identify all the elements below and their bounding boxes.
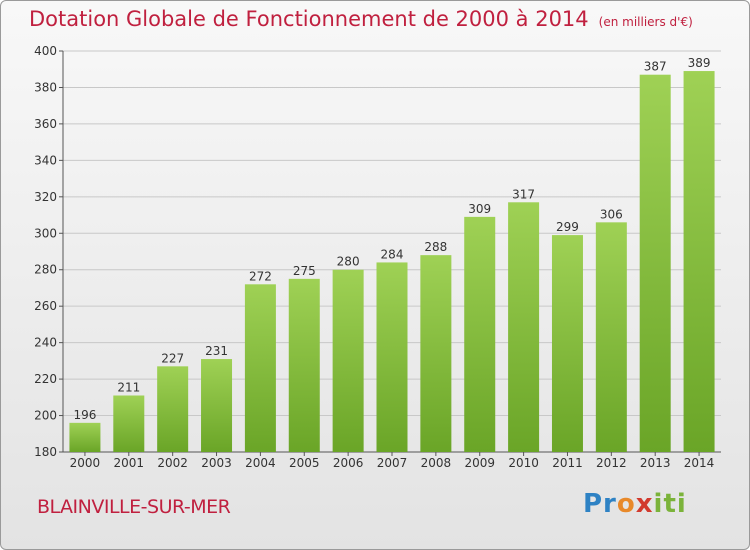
- y-tick-label: 400: [34, 44, 57, 58]
- x-tick-label: 2002: [157, 456, 188, 470]
- data-label: 275: [293, 264, 316, 278]
- x-tick-label: 2004: [245, 456, 276, 470]
- bar: [332, 269, 364, 452]
- bar: [595, 222, 627, 452]
- proxiti-logo: Proxiti: [583, 489, 687, 519]
- y-tick-label: 320: [34, 190, 57, 204]
- x-tick-label: 2001: [114, 456, 145, 470]
- x-tick-label: 2006: [333, 456, 364, 470]
- x-tick-label: 2011: [552, 456, 583, 470]
- bar: [157, 366, 189, 452]
- data-label: 272: [249, 269, 272, 283]
- bar: [376, 262, 408, 452]
- y-tick-label: 360: [34, 117, 57, 131]
- data-label: 284: [381, 247, 404, 261]
- data-label: 309: [468, 202, 491, 216]
- data-label: 280: [337, 255, 360, 269]
- y-tick-label: 300: [34, 226, 57, 240]
- x-tick-label: 2003: [201, 456, 232, 470]
- bar: [288, 278, 320, 452]
- bar: [551, 235, 583, 452]
- x-tick-label: 2009: [464, 456, 495, 470]
- y-tick-label: 200: [34, 409, 57, 423]
- x-tick-label: 2014: [684, 456, 715, 470]
- data-label: 288: [424, 240, 447, 254]
- bar: [113, 395, 145, 452]
- chart-unit: (en milliers d'€): [598, 15, 693, 29]
- y-tick-label: 220: [34, 372, 57, 386]
- chart-title-text: Dotation Globale de Fonctionnement de 20…: [29, 7, 589, 31]
- bar: [508, 202, 540, 452]
- data-label: 196: [73, 408, 96, 422]
- y-tick-label: 340: [34, 153, 57, 167]
- data-label: 299: [556, 220, 579, 234]
- data-label: 231: [205, 344, 228, 358]
- data-label: 389: [688, 56, 711, 70]
- data-label: 387: [644, 60, 667, 74]
- bar: [639, 74, 671, 452]
- bar: [464, 216, 496, 452]
- x-tick-label: 2005: [289, 456, 320, 470]
- x-tick-label: 2010: [508, 456, 539, 470]
- x-tick-label: 2012: [596, 456, 627, 470]
- data-label: 317: [512, 187, 535, 201]
- data-label: 306: [600, 207, 623, 221]
- bar: [69, 422, 101, 452]
- bar: [244, 284, 276, 452]
- y-tick-label: 180: [34, 445, 57, 459]
- y-tick-label: 280: [34, 263, 57, 277]
- x-tick-label: 2007: [377, 456, 408, 470]
- bar: [683, 71, 715, 453]
- data-label: 227: [161, 351, 184, 365]
- x-tick-label: 2008: [421, 456, 452, 470]
- y-tick-label: 260: [34, 299, 57, 313]
- x-tick-label: 2000: [70, 456, 101, 470]
- bar: [201, 359, 233, 452]
- y-tick-label: 240: [34, 336, 57, 350]
- chart-title: Dotation Globale de Fonctionnement de 20…: [29, 7, 693, 31]
- x-tick-label: 2013: [640, 456, 671, 470]
- data-label: 211: [117, 380, 140, 394]
- commune-name: BLAINVILLE-SUR-MER: [37, 496, 231, 518]
- bar: [420, 255, 452, 452]
- y-tick-label: 380: [34, 80, 57, 94]
